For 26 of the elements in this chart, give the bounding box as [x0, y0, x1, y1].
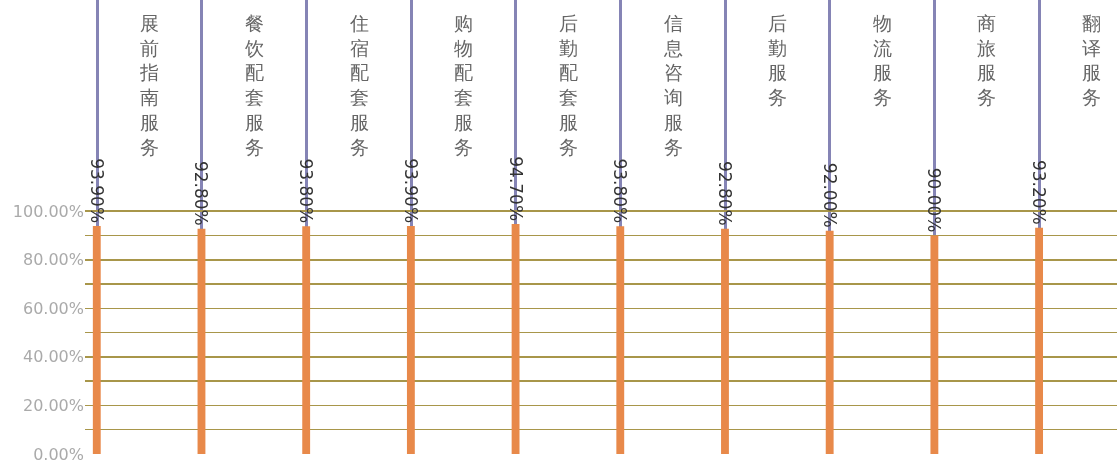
y-tick-label: 40.00%	[22, 347, 84, 367]
data-label: 93.80%	[296, 158, 317, 224]
data-label: 92.80%	[191, 160, 212, 226]
y-tick-label: 80.00%	[22, 250, 84, 270]
y-tick-label: 20.00%	[22, 396, 84, 416]
data-label: 93.80%	[610, 158, 631, 224]
data-label: 90.00%	[924, 167, 945, 233]
x-tick-label: 后勤服务	[768, 12, 787, 109]
y-tick-label: 60.00%	[22, 298, 84, 318]
x-tick-label: 物流服务	[873, 12, 892, 109]
y-tick-label: 100.00%	[12, 201, 84, 221]
data-label: 93.20%	[1029, 159, 1050, 225]
x-tick-label: 信息咨询服务	[663, 12, 683, 158]
data-label: 92.80%	[714, 160, 735, 226]
x-tick-label: 后勤配套服务	[559, 12, 578, 158]
data-label: 93.90%	[86, 158, 107, 224]
x-tick-label: 餐饮配套服务	[244, 12, 264, 158]
data-label: 92.00%	[819, 162, 840, 228]
data-label: 94.70%	[505, 156, 526, 222]
x-tick-label: 购物配套服务	[454, 12, 473, 158]
x-tick-label: 展前指南服务	[139, 12, 159, 158]
x-tick-label: 住宿配套服务	[349, 12, 369, 158]
y-tick-label: 0.00%	[33, 444, 84, 464]
x-tick-label: 翻译服务	[1082, 12, 1101, 109]
x-tick-label: 商旅服务	[977, 12, 996, 109]
data-label: 93.90%	[400, 158, 421, 224]
